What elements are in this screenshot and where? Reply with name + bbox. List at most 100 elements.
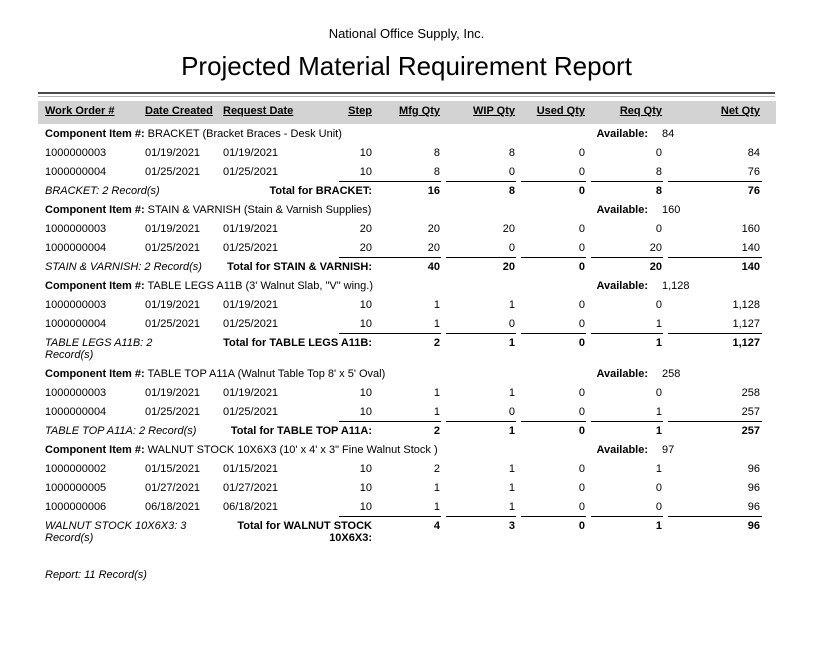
- cell-work-order: 1000000003: [45, 387, 107, 399]
- column-header-label: WIP Qty: [473, 105, 515, 117]
- column-header-label: Used Qty: [536, 105, 585, 117]
- cell-mfg-qty: 1: [433, 299, 440, 311]
- section-total-label: Total for TABLE TOP A11A:: [230, 425, 372, 437]
- cell-wip-qty: 1: [508, 299, 515, 311]
- total-mfg-qty: 4: [339, 516, 441, 547]
- total-rule-line: [591, 257, 663, 258]
- section-record-count: WALNUT STOCK 10X6X3: 3 Record(s): [45, 520, 187, 544]
- available-label: Available:: [596, 280, 648, 292]
- cell-wip-qty: 1: [508, 482, 515, 494]
- column-header-request-date: Request Date: [223, 101, 302, 124]
- cell-date-created: 01/25/2021: [145, 406, 201, 418]
- component-row: Component Item #: TABLE LEGS A11B (3' Wa…: [38, 276, 776, 295]
- data-row: 1000000002 01/15/2021 01/15/2021 10 2 1 0 1 96: [38, 459, 776, 478]
- total-rule-line: [339, 421, 441, 422]
- data-row: 1000000006 06/18/2021 06/18/2021 10 1 1 0 0 96: [38, 497, 776, 516]
- cell-request-date: 01/27/2021: [223, 482, 279, 494]
- available-label: Available:: [596, 204, 648, 216]
- column-header-used-qty: Used Qty: [515, 101, 585, 124]
- total-rule-line: [521, 421, 586, 422]
- component-item-label: Component Item #:: [45, 368, 145, 380]
- available-label: Available:: [596, 444, 648, 456]
- cell-request-date: 01/25/2021: [223, 242, 279, 254]
- total-wip-qty: 1: [440, 333, 516, 364]
- component-item-value: BRACKET (Bracket Braces - Desk Unit): [144, 128, 342, 140]
- column-header-date-created: Date Created: [145, 101, 223, 124]
- total-value: 76: [747, 185, 760, 197]
- cell-net-qty: 1,127: [732, 318, 760, 330]
- total-wip-qty: 20: [440, 257, 516, 276]
- cell-wip-qty: 1: [508, 387, 515, 399]
- cell-date-created: 06/18/2021: [145, 501, 201, 513]
- cell-date-created: 01/15/2021: [145, 463, 201, 475]
- data-row: 1000000004 01/25/2021 01/25/2021 10 8 0 0 8 76: [38, 162, 776, 181]
- section-total-label: Total for BRACKET:: [269, 185, 372, 197]
- cell-work-order: 1000000003: [45, 147, 107, 159]
- cell-used-qty: 0: [578, 299, 585, 311]
- report-record-count: Report: 11 Record(s): [45, 569, 147, 581]
- column-header-row: Work Order # Date Created Request Date Step…: [38, 101, 776, 124]
- cell-work-order: 1000000002: [45, 463, 107, 475]
- total-value: 2: [433, 337, 440, 349]
- total-req-qty: 1: [585, 421, 663, 440]
- total-value: 1,127: [732, 337, 760, 349]
- total-rule-line: [668, 257, 762, 258]
- cell-step: 10: [359, 482, 372, 494]
- total-rule-line: [446, 333, 516, 334]
- cell-step: 10: [359, 166, 372, 178]
- total-net-qty: 140: [662, 257, 776, 276]
- cell-work-order: 1000000004: [45, 166, 107, 178]
- cell-work-order: 1000000004: [45, 406, 107, 418]
- column-header-mfg-qty: Mfg Qty: [372, 101, 440, 124]
- data-row: 1000000004 01/25/2021 01/25/2021 10 1 0 0 1 1,12…: [38, 314, 776, 333]
- cell-step: 10: [359, 406, 372, 418]
- cell-net-qty: 76: [747, 166, 760, 178]
- data-row: 1000000003 01/19/2021 01/19/2021 10 8 8 0 0 84: [38, 143, 776, 162]
- total-net-qty: 257: [662, 421, 776, 440]
- cell-step: 10: [359, 147, 372, 159]
- cell-date-created: 01/19/2021: [145, 299, 201, 311]
- total-value: 20: [502, 261, 515, 273]
- total-value: 1: [655, 520, 662, 532]
- cell-request-date: 01/19/2021: [223, 223, 279, 235]
- cell-req-qty: 20: [649, 242, 662, 254]
- section-total-label: Total for WALNUT STOCK 10X6X3:: [237, 520, 372, 544]
- total-value: 20: [649, 261, 662, 273]
- cell-net-qty: 84: [747, 147, 760, 159]
- cell-step: 10: [359, 318, 372, 330]
- total-row: TABLE TOP A11A: 2 Record(s) Total for TAB…: [38, 421, 776, 440]
- available-label: Available:: [596, 368, 648, 380]
- total-rule-line: [446, 516, 516, 517]
- cell-request-date: 01/25/2021: [223, 166, 279, 178]
- cell-mfg-qty: 1: [433, 482, 440, 494]
- total-value: 96: [747, 520, 760, 532]
- data-row: 1000000003 01/19/2021 01/19/2021 10 1 1 0 0 258: [38, 383, 776, 402]
- cell-mfg-qty: 8: [433, 147, 440, 159]
- component-item-label: Component Item #:: [45, 204, 145, 216]
- cell-wip-qty: 8: [508, 147, 515, 159]
- cell-mfg-qty: 20: [427, 242, 440, 254]
- total-value: 0: [578, 337, 585, 349]
- total-rule-line: [591, 333, 663, 334]
- cell-used-qty: 0: [578, 463, 585, 475]
- component-row: Component Item #: TABLE TOP A11A (Walnut…: [38, 364, 776, 383]
- section-total-label: Total for TABLE LEGS A11B:: [223, 337, 372, 349]
- section-record-count: BRACKET: 2 Record(s): [45, 185, 160, 197]
- section-total-label: Total for STAIN & VARNISH:: [227, 261, 372, 273]
- column-header-wip-qty: WIP Qty: [440, 101, 515, 124]
- cell-request-date: 01/15/2021: [223, 463, 279, 475]
- total-rule-line: [446, 181, 516, 182]
- total-row: WALNUT STOCK 10X6X3: 3 Record(s) Total fo…: [38, 516, 776, 547]
- cell-mfg-qty: 8: [433, 166, 440, 178]
- cell-net-qty: 96: [747, 501, 760, 513]
- component-item-label: Component Item #:: [45, 444, 145, 456]
- cell-step: 10: [359, 463, 372, 475]
- total-value: 8: [655, 185, 662, 197]
- total-rule-line: [668, 421, 762, 422]
- cell-used-qty: 0: [578, 387, 585, 399]
- column-header-step: Step: [302, 101, 372, 124]
- cell-wip-qty: 0: [508, 242, 515, 254]
- column-header-label: Req Qty: [619, 105, 662, 117]
- data-row: 1000000005 01/27/2021 01/27/2021 10 1 1 0 0 96: [38, 478, 776, 497]
- cell-work-order: 1000000006: [45, 501, 107, 513]
